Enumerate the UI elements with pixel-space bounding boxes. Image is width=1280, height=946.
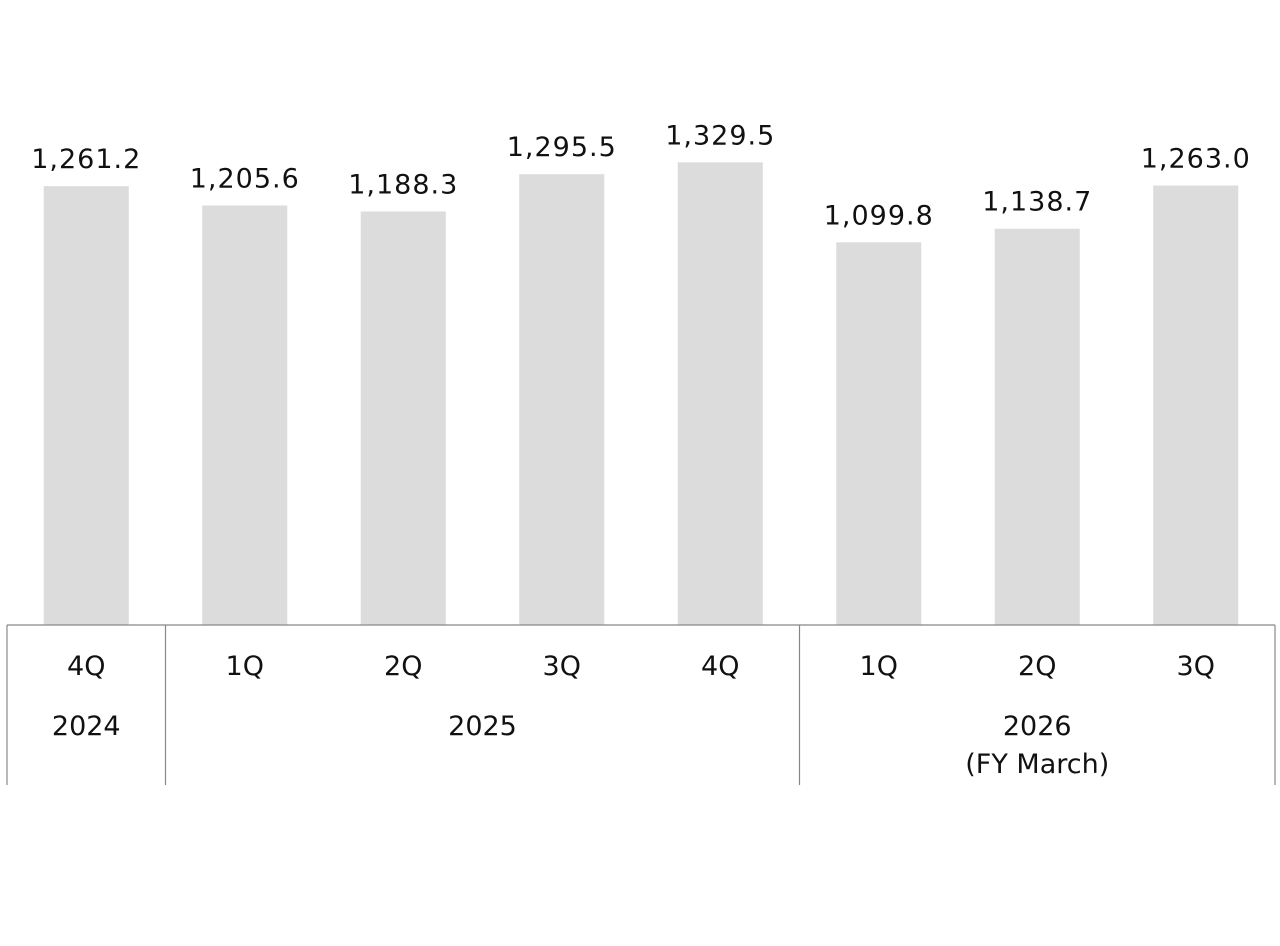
bar (1153, 185, 1239, 625)
x-tick-label: 3Q (543, 651, 581, 682)
group-label: 2025 (448, 711, 517, 742)
value-label: 1,329.5 (665, 120, 775, 151)
bar (836, 242, 922, 626)
value-label: 1,205.6 (190, 163, 300, 194)
group-label: 2024 (51, 711, 121, 742)
x-tick-label: 1Q (226, 651, 264, 682)
x-tick-label: 2Q (384, 651, 422, 682)
x-tick-label: 3Q (1177, 651, 1215, 682)
x-tick-label: 4Q (701, 651, 739, 682)
value-label: 1,295.5 (507, 132, 617, 163)
value-label: 1,263.0 (1141, 143, 1251, 174)
bar (519, 174, 605, 625)
value-label: 1,099.8 (824, 200, 934, 231)
bar (202, 205, 288, 625)
x-tick-label: 1Q (860, 651, 898, 682)
bar (43, 186, 129, 625)
bar (994, 228, 1080, 625)
value-label: 1,261.2 (31, 144, 141, 175)
x-tick-label: 4Q (67, 651, 105, 682)
group-label: 2026 (FY March) (965, 711, 1110, 780)
x-tick-label: 2Q (1018, 651, 1056, 682)
bar (360, 211, 446, 625)
value-label: 1,138.7 (982, 187, 1092, 218)
bar (677, 162, 763, 626)
value-label: 1,188.3 (348, 169, 458, 200)
